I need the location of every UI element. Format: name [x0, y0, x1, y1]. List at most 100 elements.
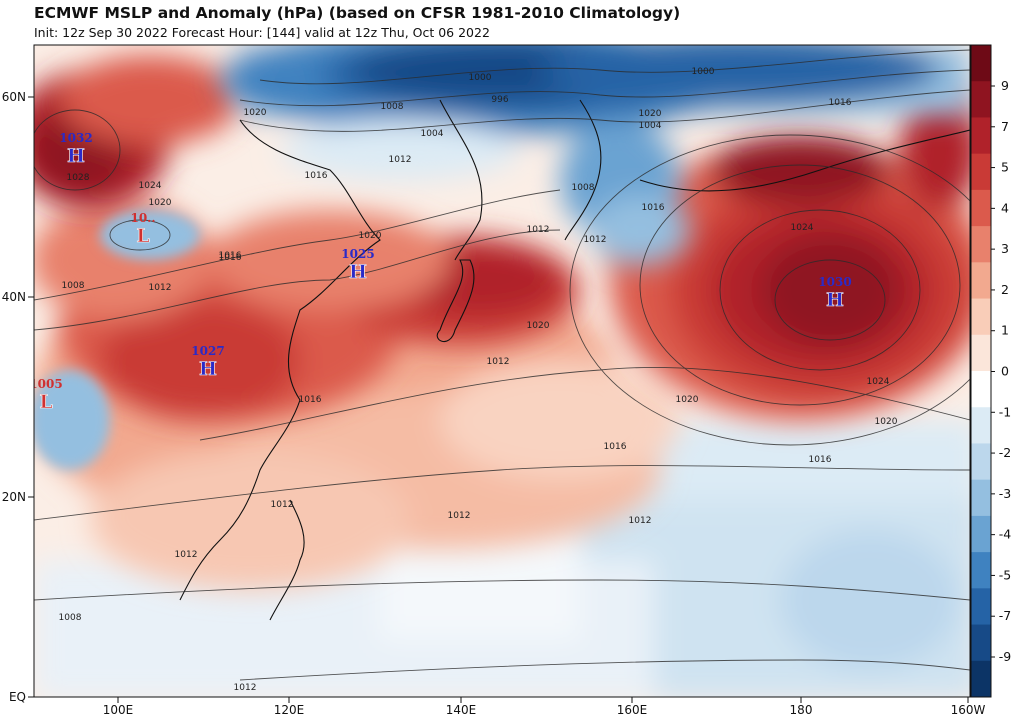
isobar-label: 1012	[527, 225, 550, 235]
isobar-label: 1012	[448, 511, 471, 521]
colorbar-swatch	[971, 407, 991, 444]
isobar-label: 1020	[639, 109, 662, 119]
colorbar-label: 9	[1001, 78, 1009, 93]
high-pressure-marker: H	[826, 289, 844, 311]
colorbar-label: 3	[1001, 241, 1009, 256]
colorbar-label: 4	[1001, 200, 1009, 215]
isobar-label: 1016	[219, 253, 242, 263]
isobar-label: 1008	[59, 613, 82, 623]
isobar-label: 1024	[139, 181, 162, 191]
chart-subtitle: Init: 12z Sep 30 2022 Forecast Hour: [14…	[34, 25, 490, 40]
colorbar-label: -4	[999, 527, 1012, 542]
colorbar-label: -3	[999, 486, 1011, 501]
isobar-label: 1016	[305, 171, 328, 181]
isobar-label: 1016	[604, 442, 627, 452]
chart-title: ECMWF MSLP and Anomaly (hPa) (based on C…	[34, 4, 681, 22]
isobar-label: 1012	[584, 235, 607, 245]
colorbar-swatch	[971, 443, 991, 481]
pressure-value: 1032	[59, 131, 92, 145]
map-frame	[33, 44, 971, 698]
anomaly-field: 1000 996 1008 1004 1012 1020 1024 1016 1028 1020 1…	[29, 45, 970, 697]
colorbar-label: -5	[999, 567, 1011, 582]
pressure-value: 1030	[818, 275, 851, 289]
colorbar-swatch	[971, 226, 991, 263]
colorbar-swatch	[971, 334, 991, 372]
isobar-label: 1000	[692, 67, 715, 77]
isobar-label: 1004	[421, 129, 444, 139]
isobar-label: 996	[491, 95, 508, 105]
pressure-value: 10..	[130, 211, 155, 225]
colorbar-swatch	[971, 479, 991, 517]
colorbar-label: 2	[1001, 282, 1009, 297]
isobar-label: 1012	[149, 283, 172, 293]
colorbar-swatch	[971, 371, 991, 408]
high-pressure-marker: H	[349, 261, 367, 283]
colorbar-label: 0	[1001, 364, 1009, 379]
lon-label: 140E	[446, 703, 477, 717]
colorbar-swatch	[971, 262, 991, 300]
colorbar-label: -9	[999, 649, 1012, 664]
pressure-value: 1027	[191, 344, 224, 358]
isobar-label: 1004	[639, 121, 662, 131]
isobar-label: 1020	[676, 395, 699, 405]
colorbar-swatch	[971, 153, 991, 191]
colorbar-swatch	[971, 298, 991, 336]
colorbar-swatch	[971, 624, 991, 662]
lon-label: 120E	[274, 703, 305, 717]
isobar-label: 1024	[867, 377, 890, 387]
high-pressure-marker: H	[67, 145, 85, 167]
isobar-label: 1012	[389, 155, 412, 165]
pressure-value: 1025	[341, 247, 374, 261]
colorbar-label: -1	[999, 404, 1011, 419]
isobar-label: 1012	[487, 357, 510, 367]
isobar-label: 1020	[359, 231, 382, 241]
lat-label: EQ	[9, 690, 26, 704]
low-pressure-marker: L	[136, 225, 149, 247]
colorbar-label: 1	[1001, 323, 1009, 338]
high-pressure-marker: H	[199, 358, 217, 380]
isobar-label: 1020	[149, 198, 172, 208]
isobar-label: 1024	[791, 223, 814, 233]
colorbar-label: 5	[1001, 160, 1009, 175]
map-axes: 60N 40N 20N EQ 100E 120E 140E 160E 180 160W	[2, 90, 986, 717]
pressure-value: 1005	[29, 377, 62, 391]
colorbar-swatch	[971, 45, 991, 82]
lat-label: 40N	[2, 290, 26, 304]
lon-label: 180	[790, 703, 813, 717]
colorbar-swatch	[971, 588, 991, 626]
colorbar-swatch	[971, 189, 991, 227]
isobar-label: 1000	[469, 73, 492, 83]
colorbar-swatch	[971, 515, 991, 553]
isobar-label: 1016	[829, 98, 852, 108]
isobar-label: 1012	[629, 516, 652, 526]
isobar-label: 1020	[244, 108, 267, 118]
lon-label: 100E	[103, 703, 134, 717]
colorbar-swatch	[971, 552, 991, 589]
isobar-label: 1020	[875, 417, 898, 427]
low-pressure-marker: L	[39, 391, 52, 413]
colorbar-label: -7	[999, 608, 1011, 623]
colorbar-swatch	[971, 660, 991, 698]
isobar-label: 1016	[809, 455, 832, 465]
isobar-label: 1012	[234, 683, 257, 693]
colorbar-label: -2	[999, 445, 1011, 460]
lat-label: 60N	[2, 90, 26, 104]
isobar-label: 1012	[175, 550, 198, 560]
lat-label: 20N	[2, 490, 26, 504]
isobar-label: 1008	[572, 183, 595, 193]
isobar-label: 1008	[62, 281, 85, 291]
isobar-label: 1008	[381, 102, 404, 112]
lon-label: 160W	[951, 703, 986, 717]
colorbar-swatch	[971, 117, 991, 155]
isobar-label: 1016	[219, 251, 242, 261]
lon-label: 160E	[617, 703, 648, 717]
isobar-label: 1020	[527, 321, 550, 331]
isobar-label: 1028	[67, 173, 90, 183]
isobar-label: 1016	[299, 395, 322, 405]
colorbar-label: 7	[1001, 119, 1009, 134]
colorbar: 9 7 5 4 3 2 1 0 -1 -2 -3 -4 -5 -7 -9	[970, 44, 1012, 698]
isobar-label: 1012	[271, 500, 294, 510]
isobar-label: 1016	[642, 203, 665, 213]
colorbar-swatch	[971, 81, 991, 118]
